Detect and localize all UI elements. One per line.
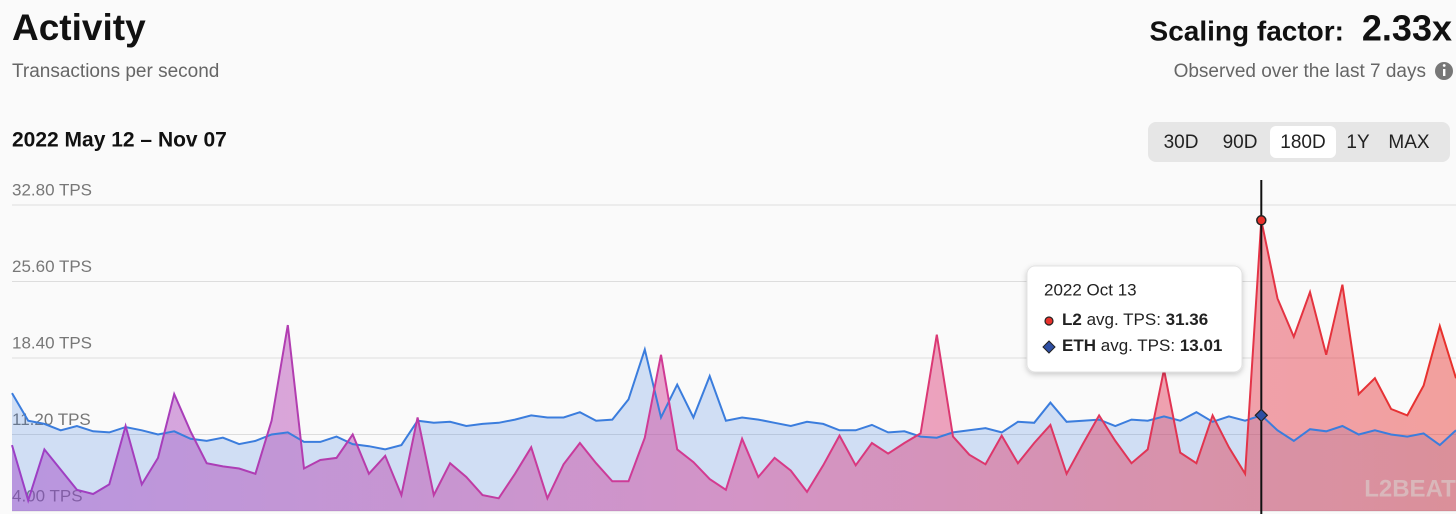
tooltip-value: 31.36 bbox=[1166, 310, 1209, 329]
tooltip-row: L2 avg. TPS: 31.36 bbox=[1062, 310, 1208, 329]
y-tick-label: 32.80 TPS bbox=[12, 180, 92, 199]
y-tick-label: 25.60 TPS bbox=[12, 257, 92, 276]
legend-name: L2 bbox=[1062, 310, 1082, 329]
info-icon[interactable] bbox=[1435, 62, 1453, 80]
area bbox=[12, 220, 1456, 512]
legend-marker bbox=[1042, 340, 1056, 354]
range-button[interactable]: 180D bbox=[1280, 132, 1325, 153]
tooltip-box bbox=[1026, 265, 1243, 373]
date-range: 2022 May 12 – Nov 07 bbox=[12, 129, 227, 152]
watermark: L2BEAT bbox=[1364, 475, 1456, 502]
range-button[interactable]: 30D bbox=[1164, 132, 1199, 153]
hover-point bbox=[1256, 215, 1267, 226]
tooltip-label: avg. TPS: bbox=[1101, 336, 1175, 355]
tooltip-row: ETH avg. TPS: 13.01 bbox=[1062, 336, 1222, 355]
scaling-label: Scaling factor: bbox=[1150, 15, 1344, 46]
scaling-value: 2.33x bbox=[1362, 8, 1452, 49]
tooltip-label: avg. TPS: bbox=[1087, 310, 1161, 329]
legend-marker bbox=[1044, 316, 1054, 326]
tooltip-date: 2022 Oct 13 bbox=[1044, 280, 1137, 299]
tooltip-value: 13.01 bbox=[1180, 336, 1223, 355]
range-button[interactable]: 1Y bbox=[1346, 132, 1370, 153]
legend-name: ETH bbox=[1062, 336, 1096, 355]
y-tick-label: 18.40 TPS bbox=[12, 333, 92, 352]
scaling-note: Observed over the last 7 days bbox=[1174, 61, 1426, 82]
hover-point bbox=[1254, 408, 1269, 423]
y-tick-label: 11.20 TPS bbox=[12, 410, 91, 429]
range-button-selected bbox=[1270, 126, 1336, 158]
range-button[interactable]: MAX bbox=[1388, 132, 1430, 153]
line bbox=[11, 220, 1456, 504]
title: Activity bbox=[12, 7, 146, 48]
subtitle: Transactions per second bbox=[12, 61, 219, 82]
range-button[interactable]: 90D bbox=[1223, 132, 1258, 153]
